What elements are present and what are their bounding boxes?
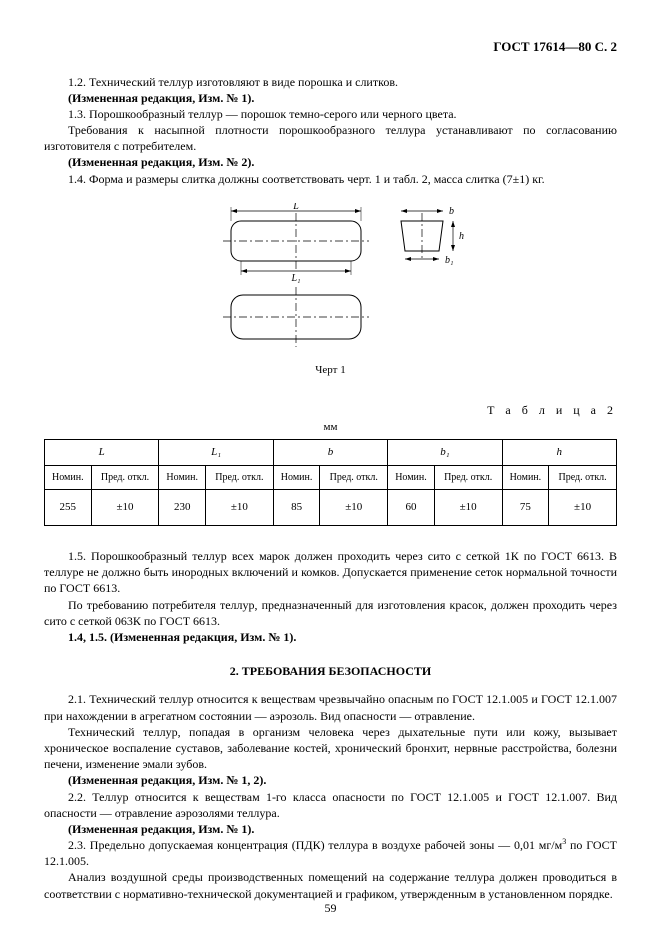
table-unit: мм [44, 420, 617, 435]
page-number: 59 [0, 900, 661, 916]
para-1-5c: 1.4, 1.5. (Измененная редакция, Изм. № 1… [44, 629, 617, 645]
figure-1: L L₁ b h b₁ [44, 203, 617, 357]
sub-nom: Номин. [502, 465, 549, 490]
sub-nom: Номин. [159, 465, 206, 490]
para-2-1-amend: (Измененная редакция, Изм. № 1, 2). [44, 772, 617, 788]
col-b1: b₁ [388, 439, 502, 465]
cell: 60 [388, 490, 435, 526]
sub-nom: Номин. [273, 465, 320, 490]
col-L1: L₁ [159, 439, 273, 465]
cell: ±10 [549, 490, 617, 526]
table-2-label: Т а б л и ц а 2 [44, 402, 617, 418]
dim-L-label: L [292, 203, 299, 212]
sub-dev: Пред. откл. [91, 465, 159, 490]
sub-nom: Номин. [45, 465, 92, 490]
sub-dev: Пред. откл. [549, 465, 617, 490]
doc-id: ГОСТ 17614—80 С. 2 [44, 38, 617, 56]
cell: 230 [159, 490, 206, 526]
para-1-3-amend: (Измененная редакция, Изм. № 2). [44, 154, 617, 170]
col-h: h [502, 439, 616, 465]
col-L: L [45, 439, 159, 465]
dim-L1-label: L₁ [290, 273, 300, 284]
cell: ±10 [91, 490, 159, 526]
section-2-title: 2. ТРЕБОВАНИЯ БЕЗОПАСНОСТИ [44, 663, 617, 679]
cell: ±10 [434, 490, 502, 526]
para-2-3a: 2.3. Предельно допускаемая концентрация … [44, 837, 617, 869]
cell: 255 [45, 490, 92, 526]
para-2-1a: 2.1. Технический теллур относится к веще… [44, 691, 617, 723]
para-2-2-amend: (Измененная редакция, Изм. № 1). [44, 821, 617, 837]
para-1-4: 1.4. Форма и размеры слитка должны соотв… [44, 171, 617, 187]
para-1-5a: 1.5. Порошкообразный теллур всех марок д… [44, 548, 617, 597]
para-1-2: 1.2. Технический теллур изготовляют в ви… [44, 74, 617, 90]
sub-dev: Пред. откл. [434, 465, 502, 490]
para-1-2-amend: (Измененная редакция, Изм. № 1). [44, 90, 617, 106]
table-2: L L₁ b b₁ h Номин. Пред. откл. Номин. Пр… [44, 439, 617, 526]
para-2-2a: 2.2. Теллур относится к веществам 1-го к… [44, 789, 617, 821]
page: ГОСТ 17614—80 С. 2 1.2. Технический телл… [0, 0, 661, 936]
cell: ±10 [205, 490, 273, 526]
dim-h-label: h [459, 231, 464, 242]
para-1-3a: 1.3. Порошкообразный теллур — порошок те… [44, 106, 617, 122]
dim-b-label: b [449, 206, 454, 217]
cell: 75 [502, 490, 549, 526]
sub-dev: Пред. откл. [320, 465, 388, 490]
figure-caption: Черт 1 [44, 363, 617, 378]
col-b: b [273, 439, 387, 465]
para-1-3b: Требования к насыпной плотности порошкоо… [44, 122, 617, 154]
para-2-3b: Анализ воздушной среды производственных … [44, 869, 617, 901]
dim-b1-label: b₁ [445, 255, 453, 266]
sub-nom: Номин. [388, 465, 435, 490]
sub-dev: Пред. откл. [205, 465, 273, 490]
para-2-1b: Технический теллур, попадая в организм ч… [44, 724, 617, 773]
para-1-5b: По требованию потребителя теллур, предна… [44, 597, 617, 629]
cell: 85 [273, 490, 320, 526]
cell: ±10 [320, 490, 388, 526]
